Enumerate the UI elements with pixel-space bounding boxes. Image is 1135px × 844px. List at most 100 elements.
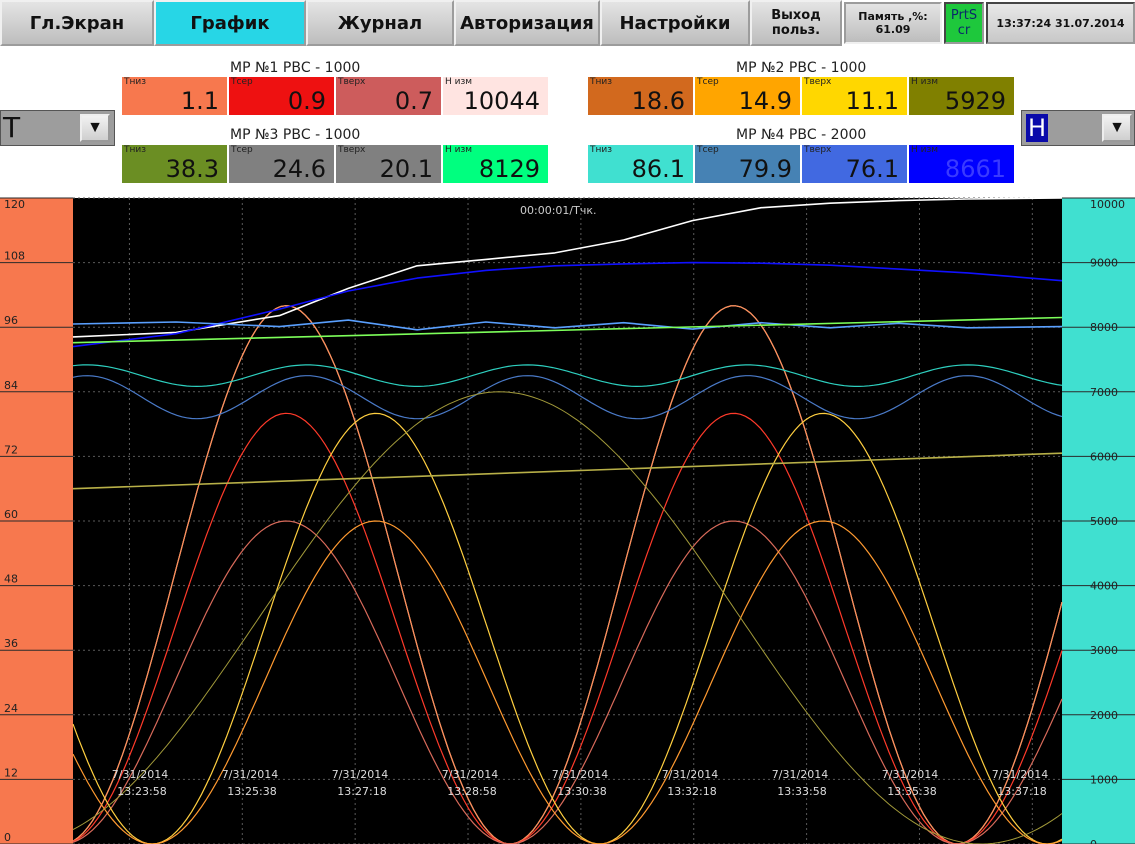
value-cell-label: Тверх (338, 77, 366, 87)
series-line (72, 520, 1063, 844)
temperature-selector[interactable]: T ▼ (0, 110, 115, 146)
value-cell-label: Тверх (338, 145, 366, 155)
value-cell-value: 5929 (944, 87, 1006, 115)
series-line (72, 364, 1063, 388)
memory-indicator: Память ,%: 61.09 (844, 2, 942, 44)
value-cell-value: 20.1 (379, 155, 433, 183)
value-cell-value: 76.1 (845, 155, 899, 183)
value-cell-label: Тсер (697, 145, 719, 155)
value-cell: Н изм 10044 (443, 77, 548, 115)
x-tick-time: 13:33:58 (777, 785, 826, 798)
x-tick-date: 7/31/2014 (222, 768, 278, 781)
group-title-1: МР №1 РВС - 1000 (230, 60, 361, 76)
settings-label: Настройки (619, 12, 731, 34)
right-tick-label: 2000 (1090, 709, 1118, 722)
x-tick-date: 7/31/2014 (662, 768, 718, 781)
value-cell-value: 18.6 (631, 87, 685, 115)
x-tick-time: 13:30:38 (557, 785, 606, 798)
value-cell: Н изм 8129 (443, 145, 548, 183)
logout-button[interactable]: Выход польз. (750, 0, 842, 46)
print-screen-label-line1: PrtS (950, 8, 978, 23)
x-tick-time: 13:28:58 (447, 785, 496, 798)
dropdown-arrow-icon[interactable]: ▼ (80, 114, 110, 142)
right-tick-label: 9000 (1090, 257, 1118, 270)
print-screen-button[interactable]: PrtS cr (944, 2, 984, 44)
group-title-4: МР №4 РВС - 2000 (736, 127, 867, 143)
series-line (72, 412, 1063, 844)
group-title-3: МР №3 РВС - 1000 (230, 127, 361, 143)
x-tick-date: 7/31/2014 (332, 768, 388, 781)
dropdown-arrow-icon[interactable]: ▼ (1102, 114, 1132, 142)
left-tick-label: 84 (4, 379, 18, 392)
left-tick-label: 60 (4, 508, 18, 521)
main-screen-button[interactable]: Гл.Экран (0, 0, 154, 46)
left-tick-label: 72 (4, 443, 18, 456)
right-tick-label: 0 (1090, 838, 1097, 844)
chart-title: 00:00:01/Тчк. (520, 204, 596, 217)
left-tick-label: 120 (4, 198, 25, 211)
value-cell: Тверх 20.1 (336, 145, 441, 183)
x-tick-date: 7/31/2014 (112, 768, 168, 781)
value-cell: Тсер 14.9 (695, 77, 800, 115)
main-screen-label: Гл.Экран (29, 12, 125, 34)
value-cell: Тниз 86.1 (588, 145, 693, 183)
print-screen-label-line2: cr (957, 23, 971, 38)
value-cell: Н изм 8661 (909, 145, 1014, 183)
journal-label: Журнал (337, 12, 423, 34)
value-cell-label: Тсер (697, 77, 719, 87)
value-cell-label: Н изм (445, 77, 473, 87)
left-tick-label: 36 (4, 637, 18, 650)
value-cell: Н изм 5929 (909, 77, 1014, 115)
settings-button[interactable]: Настройки (600, 0, 750, 46)
series-line (72, 319, 1063, 331)
series-line (72, 197, 1063, 338)
x-tick-time: 13:27:18 (337, 785, 386, 798)
value-cell: Тверх 76.1 (802, 145, 907, 183)
value-cell-label: Тверх (804, 77, 832, 87)
x-tick-time: 13:37:18 (997, 785, 1046, 798)
value-cell: Тверх 11.1 (802, 77, 907, 115)
value-cell-value: 24.6 (272, 155, 326, 183)
value-cell: Тсер 79.9 (695, 145, 800, 183)
temperature-selector-value: T (3, 111, 21, 144)
logout-label-line2: польз. (771, 23, 821, 38)
journal-button[interactable]: Журнал (306, 0, 454, 46)
x-tick-date: 7/31/2014 (992, 768, 1048, 781)
level-selector-value: H (1026, 114, 1048, 142)
value-cell-value: 79.9 (738, 155, 792, 183)
series-line (72, 375, 1063, 420)
value-cell: Тсер 24.6 (229, 145, 334, 183)
logout-label-line1: Выход (771, 8, 821, 23)
level-selector[interactable]: H ▼ (1021, 110, 1135, 146)
right-tick-label: 8000 (1090, 321, 1118, 334)
left-tick-label: 12 (4, 766, 18, 779)
authorization-button[interactable]: Авторизация (454, 0, 600, 46)
x-tick-time: 13:35:38 (887, 785, 936, 798)
value-cell-value: 86.1 (631, 155, 685, 183)
value-cell-value: 8129 (478, 155, 540, 183)
value-cell-value: 14.9 (738, 87, 792, 115)
value-cell: Тниз 18.6 (588, 77, 693, 115)
value-cell: Тсер 0.9 (229, 77, 334, 115)
left-tick-label: 24 (4, 702, 18, 715)
x-tick-date: 7/31/2014 (552, 768, 608, 781)
value-cell-label: Н изм (911, 145, 939, 155)
series-line (72, 412, 1063, 844)
series-line (72, 316, 1063, 344)
value-cell-value: 0.7 (394, 87, 433, 115)
value-cell-value: 10044 (463, 87, 540, 115)
clock-value: 13:37:24 31.07.2014 (996, 16, 1125, 30)
value-cell-value: 1.1 (180, 87, 219, 115)
clock-display: 13:37:24 31.07.2014 (986, 2, 1135, 44)
x-tick-time: 13:23:58 (117, 785, 166, 798)
right-tick-label: 3000 (1090, 644, 1118, 657)
left-tick-label: 96 (4, 314, 18, 327)
chart-button[interactable]: График (154, 0, 306, 46)
value-cell-label: Тсер (231, 77, 253, 87)
value-cell-label: Тверх (804, 145, 832, 155)
memory-label: Память ,%: (858, 10, 928, 23)
right-tick-label: 6000 (1090, 450, 1118, 463)
right-tick-label: 4000 (1090, 580, 1118, 593)
right-tick-label: 5000 (1090, 515, 1118, 528)
